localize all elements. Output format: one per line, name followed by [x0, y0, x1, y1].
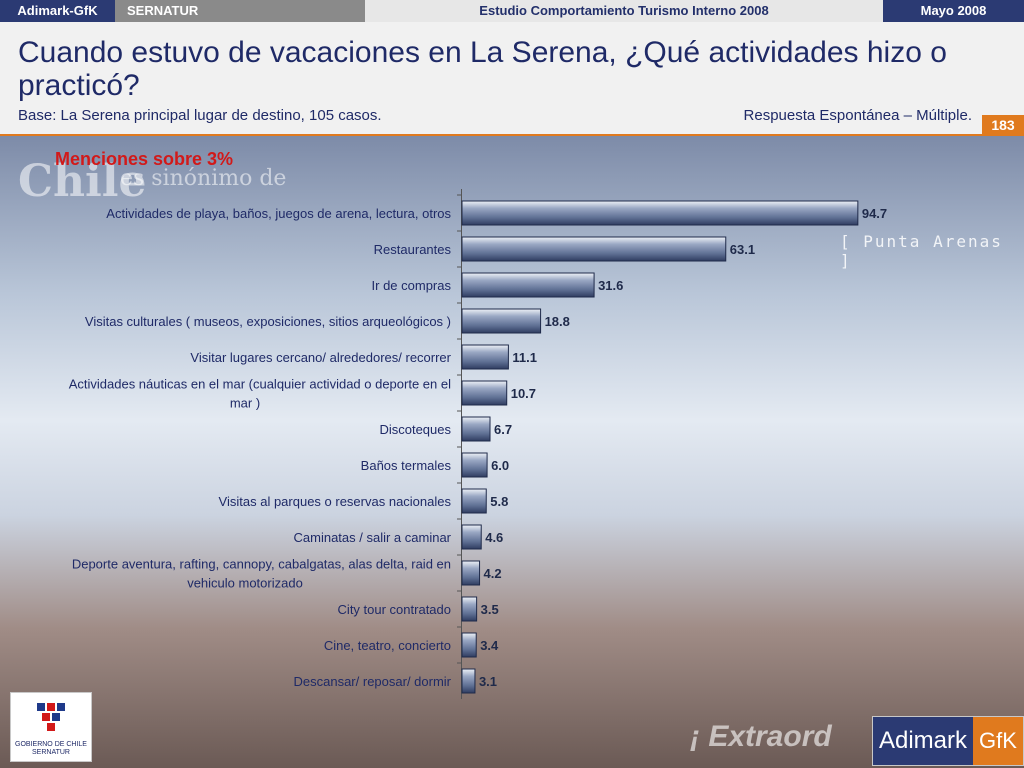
category-label: Descansar/ reposar/ dormir — [294, 674, 452, 689]
bar — [461, 524, 482, 550]
bar — [461, 632, 477, 658]
adimark-logo-text: Adimark — [873, 717, 973, 765]
bar — [461, 380, 508, 406]
bg-watermark-punta-arenas: [ Punta Arenas ] — [840, 232, 1003, 270]
bar-value-label: 6.7 — [494, 422, 512, 437]
bar-value-label: 4.2 — [484, 566, 502, 581]
bar-value-label: 18.8 — [545, 314, 570, 329]
bg-watermark-es: es sinónimo de — [120, 166, 287, 191]
bar — [461, 236, 727, 262]
category-label: Discoteques — [379, 422, 451, 437]
top-strip: Adimark-GfK SERNATUR Estudio Comportamie… — [0, 0, 1024, 22]
bar — [461, 488, 487, 514]
gobierno-logo: GOBIERNO DE CHILE SERNATUR — [10, 692, 92, 762]
gobierno-text: GOBIERNO DE CHILE — [15, 741, 87, 748]
bar — [461, 344, 509, 370]
date-label: Mayo 2008 — [883, 0, 1024, 22]
slide-header: Cuando estuvo de vacaciones en La Serena… — [0, 22, 1024, 134]
bar — [461, 272, 595, 298]
bar — [461, 200, 859, 226]
bar — [461, 308, 542, 334]
header-divider — [0, 134, 1024, 136]
page-title: Cuando estuvo de vacaciones en La Serena… — [18, 36, 947, 102]
adimark-gfk-logo: Adimark GfK — [872, 716, 1024, 766]
bar — [461, 416, 491, 442]
bar — [461, 668, 476, 694]
bar-value-label: 3.1 — [479, 674, 497, 689]
gobierno-star-icon — [37, 703, 65, 731]
category-label: Ir de compras — [372, 278, 452, 293]
study-label: Estudio Comportamiento Turismo Interno 2… — [365, 0, 883, 22]
category-label: mar ) — [230, 396, 260, 411]
category-label: Actividades de playa, baños, juegos de a… — [106, 206, 451, 221]
category-label: Restaurantes — [374, 242, 452, 257]
category-label: Visitar lugares cercano/ alrededores/ re… — [190, 350, 451, 365]
category-label: Baños termales — [361, 458, 452, 473]
category-label: Deporte aventura, rafting, cannopy, caba… — [72, 557, 451, 572]
bar-value-label: 6.0 — [491, 458, 509, 473]
bar-value-label: 94.7 — [862, 206, 887, 221]
category-label: Actividades náuticas en el mar (cualquie… — [69, 377, 451, 392]
base-note: Base: La Serena principal lugar de desti… — [18, 107, 382, 124]
brand-label: Adimark-GfK — [0, 0, 115, 22]
category-label: Visitas culturales ( museos, exposicione… — [85, 314, 451, 329]
bar-value-label: 11.1 — [512, 350, 537, 365]
bar-value-label: 31.6 — [598, 278, 623, 293]
bar-value-label: 5.8 — [490, 494, 508, 509]
bar — [461, 560, 481, 586]
client-label: SERNATUR — [115, 0, 365, 22]
bg-watermark-chile: Chile — [18, 156, 147, 207]
bar-value-label: 3.4 — [480, 638, 499, 653]
gfk-logo-text: GfK — [973, 717, 1023, 765]
background-image: Chile es sinónimo de [ Punta Arenas ] ¡ … — [0, 136, 1024, 768]
category-label: City tour contratado — [338, 602, 451, 617]
category-label: vehiculo motorizado — [187, 576, 303, 591]
bar-value-label: 4.6 — [485, 530, 503, 545]
category-label: Cine, teatro, concierto — [324, 638, 451, 653]
sernatur-text: SERNATUR — [32, 749, 70, 756]
bar-value-label: 3.5 — [481, 602, 499, 617]
bg-watermark-extraordinario: ¡ Extraord — [690, 720, 832, 753]
category-label: Caminatas / salir a caminar — [294, 530, 452, 545]
bar — [461, 452, 488, 478]
bar — [461, 596, 478, 622]
bar-value-label: 10.7 — [511, 386, 536, 401]
response-type-note: Respuesta Espontánea – Múltiple. — [743, 107, 972, 124]
chart-title: Menciones sobre 3% — [55, 149, 234, 169]
bar-chart: 94.7 Actividades de playa, baños, juegos … — [69, 189, 887, 699]
bar-value-label: 63.1 — [730, 242, 755, 257]
category-label: Visitas al parques o reservas nacionales — [219, 494, 452, 509]
page-number-badge: 183 — [982, 115, 1024, 135]
